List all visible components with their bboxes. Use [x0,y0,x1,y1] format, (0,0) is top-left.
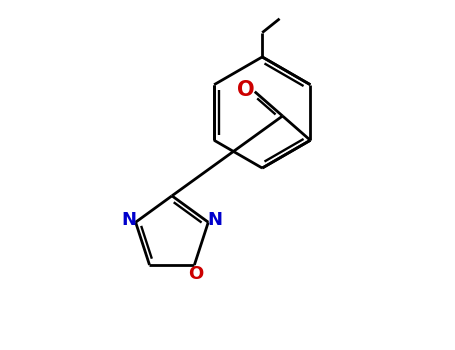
Text: N: N [122,211,137,230]
Text: N: N [207,211,222,230]
Text: O: O [188,265,204,282]
Text: O: O [238,80,255,100]
